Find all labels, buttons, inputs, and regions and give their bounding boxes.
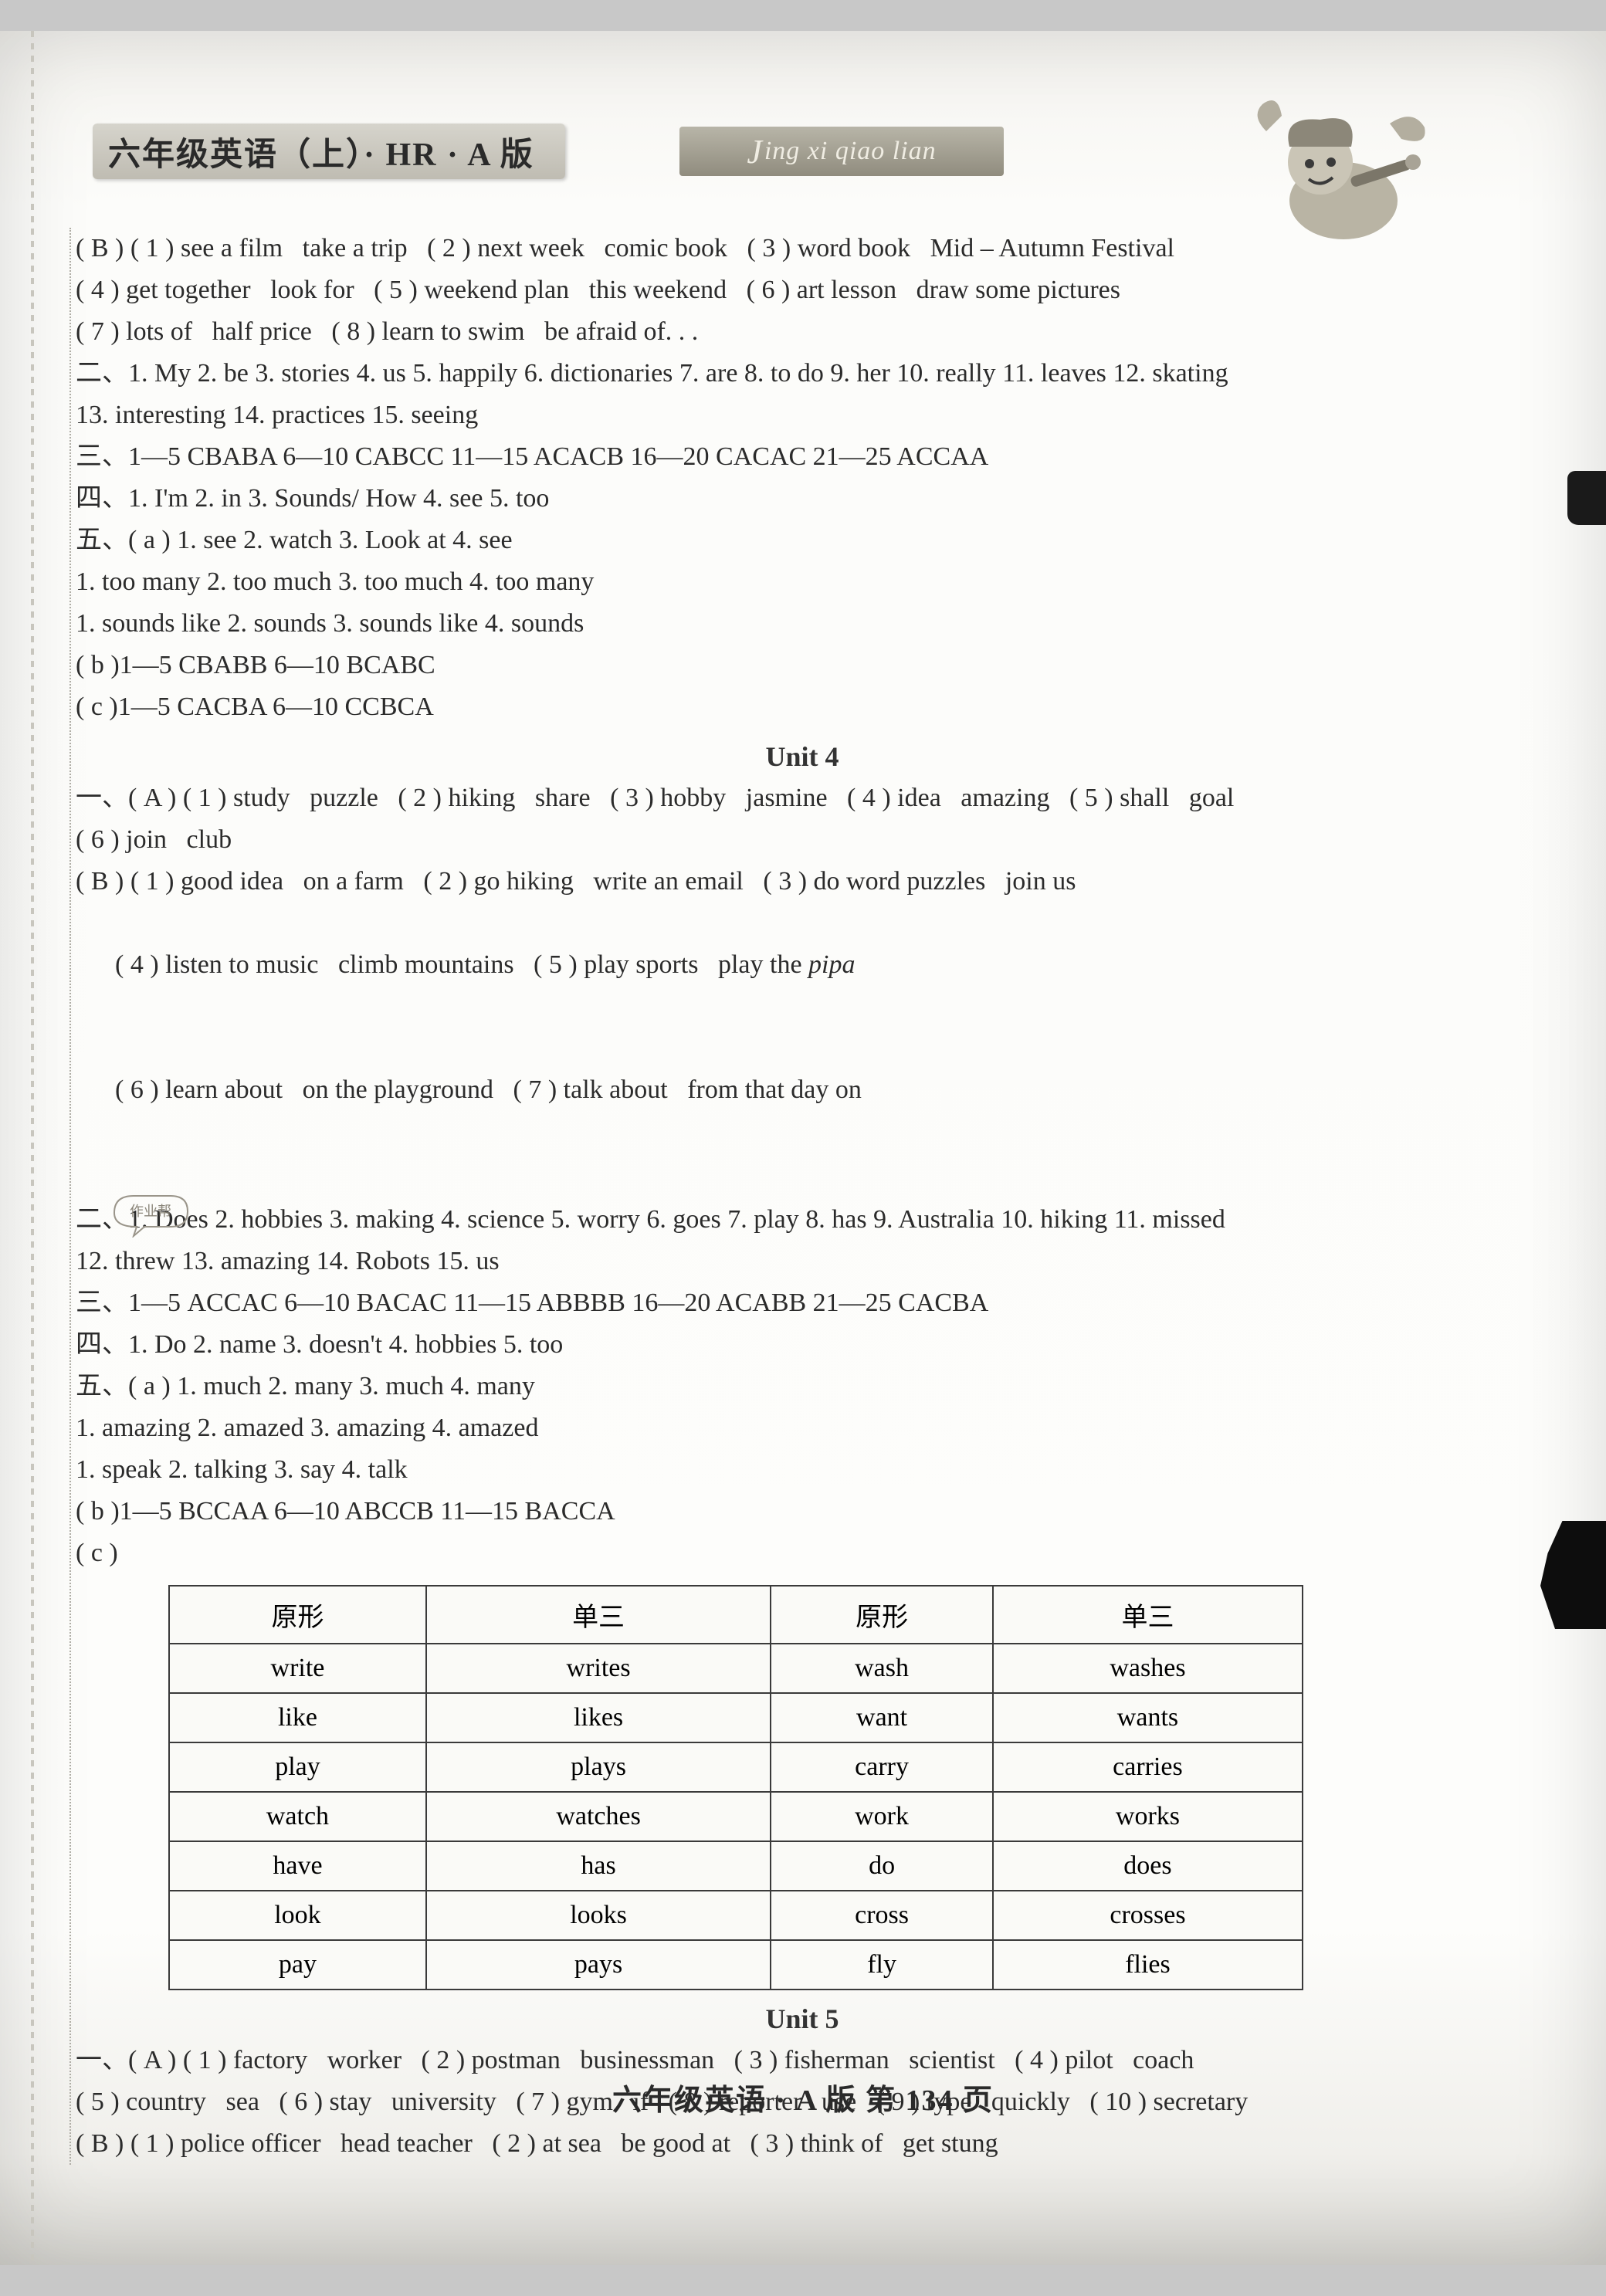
answer-line: ( c )1—5 CACBA 6—10 CCBCA <box>76 686 1529 728</box>
table-row: pay pays fly flies <box>169 1940 1303 1990</box>
answer-line: ( B ) ( 1 ) police officer head teacher … <box>76 2123 1529 2165</box>
cell: have <box>169 1841 426 1891</box>
cell: pays <box>426 1940 771 1990</box>
answer-line: ( b )1—5 BCCAA 6—10 ABCCB 11—15 BACCA <box>76 1491 1529 1532</box>
cell: look <box>169 1891 426 1940</box>
answer-line: 四、1. Do 2. name 3. doesn't 4. hobbies 5.… <box>76 1324 1529 1366</box>
answer-line: 13. interesting 14. practices 15. seeing <box>76 395 1529 436</box>
cell: like <box>169 1693 426 1742</box>
cell: has <box>426 1841 771 1891</box>
cell: wants <box>993 1693 1303 1742</box>
answer-line: 1. sounds like 2. sounds 3. sounds like … <box>76 603 1529 645</box>
cell: pay <box>169 1940 426 1990</box>
cell: crosses <box>993 1891 1303 1940</box>
answer-line: ( 6 ) learn about on the playground ( 7 … <box>76 1028 1529 1199</box>
mascot-illustration <box>1235 93 1436 247</box>
table-row: have has do does <box>169 1841 1303 1891</box>
answer-fragment: ( 4 ) listen to music climb mountains ( … <box>115 950 808 979</box>
cell: cross <box>771 1891 993 1940</box>
col-header: 单三 <box>993 1586 1303 1644</box>
cell: works <box>993 1792 1303 1841</box>
cell: looks <box>426 1891 771 1940</box>
watermark-bubble-icon: 作业帮 <box>110 1108 195 1154</box>
banner-rest: ing xi qiao lian <box>764 137 937 166</box>
page: 六年级英语（上）· HR · A 版 Jing xi qiao lian ( B… <box>0 31 1606 2265</box>
col-header: 原形 <box>771 1586 993 1644</box>
cell: writes <box>426 1644 771 1693</box>
answer-line: 五、( a ) 1. see 2. watch 3. Look at 4. se… <box>76 520 1529 561</box>
cell: do <box>771 1841 993 1891</box>
content-column: ( B ) ( 1 ) see a film take a trip ( 2 )… <box>69 228 1529 2165</box>
unit-5-title: Unit 5 <box>76 2003 1529 2035</box>
scan-artifact-icon <box>1540 1521 1606 1629</box>
cell: plays <box>426 1742 771 1792</box>
cell: watch <box>169 1792 426 1841</box>
cell: work <box>771 1792 993 1841</box>
answer-line: ( b )1—5 CBABB 6—10 BCABC <box>76 645 1529 686</box>
cell: wash <box>771 1644 993 1693</box>
answer-line: ( B ) ( 1 ) good idea on a farm ( 2 ) go… <box>76 861 1529 902</box>
answer-line: ( c ) <box>76 1532 1529 1574</box>
answer-line: ( 4 ) get together look for ( 5 ) weeken… <box>76 269 1529 311</box>
answer-line: ( 4 ) listen to music climb mountains ( … <box>76 902 1529 1028</box>
banner-initial: J <box>747 132 763 171</box>
cell: want <box>771 1693 993 1742</box>
answer-line: 1. too many 2. too much 3. too much 4. t… <box>76 561 1529 603</box>
header-bar: 六年级英语（上）· HR · A 版 Jing xi qiao lian <box>93 124 1529 185</box>
unit-4-title: Unit 4 <box>76 740 1529 773</box>
answer-line: 二、1. My 2. be 3. stories 4. us 5. happil… <box>76 353 1529 395</box>
cell: write <box>169 1644 426 1693</box>
scan-artifact-icon <box>1567 471 1606 525</box>
answer-line: 四、1. I'm 2. in 3. Sounds/ How 4. see 5. … <box>76 478 1529 520</box>
answer-line: 1. speak 2. talking 3. say 4. talk <box>76 1449 1529 1491</box>
verb-forms-table: 原形 单三 原形 单三 write writes wash washes lik… <box>168 1585 1303 1990</box>
answer-line: 二、1. Does 2. hobbies 3. making 4. scienc… <box>76 1199 1529 1241</box>
cell: play <box>169 1742 426 1792</box>
table-row: like likes want wants <box>169 1693 1303 1742</box>
table-row: 原形 单三 原形 单三 <box>169 1586 1303 1644</box>
cell: fly <box>771 1940 993 1990</box>
col-header: 原形 <box>169 1586 426 1644</box>
table-row: play plays carry carries <box>169 1742 1303 1792</box>
cell: carry <box>771 1742 993 1792</box>
page-footer: 六年级英语 · A 版 第 134 页 <box>0 2076 1606 2118</box>
header-left-title: 六年级英语（上）· HR · A 版 <box>93 124 565 179</box>
cell: does <box>993 1841 1303 1891</box>
italic-word-pipa: pipa <box>808 950 855 979</box>
answer-line: 12. threw 13. amazing 14. Robots 15. us <box>76 1241 1529 1282</box>
svg-text:作业帮: 作业帮 <box>130 1204 171 1219</box>
answer-fragment: ( 6 ) learn about on the playground ( 7 … <box>115 1075 862 1104</box>
answer-line: 三、1—5 ACCAC 6—10 BACAC 11—15 ABBBB 16—20… <box>76 1282 1529 1324</box>
table-row: watch watches work works <box>169 1792 1303 1841</box>
answer-line: 一、( A ) ( 1 ) study puzzle ( 2 ) hiking … <box>76 777 1529 819</box>
answer-line: ( 6 ) join club <box>76 819 1529 861</box>
table-row: write writes wash washes <box>169 1644 1303 1693</box>
answer-line: 一、( A ) ( 1 ) factory worker ( 2 ) postm… <box>76 2040 1529 2081</box>
table-row: look looks cross crosses <box>169 1891 1303 1940</box>
answer-line: 五、( a ) 1. much 2. many 3. much 4. many <box>76 1366 1529 1407</box>
col-header: 单三 <box>426 1586 771 1644</box>
answer-line: ( 7 ) lots of half price ( 8 ) learn to … <box>76 311 1529 353</box>
header-right-banner: Jing xi qiao lian <box>679 127 1004 176</box>
cell: likes <box>426 1693 771 1742</box>
cell: flies <box>993 1940 1303 1990</box>
answer-line: 三、1—5 CBABA 6—10 CABCC 11—15 ACACB 16—20… <box>76 436 1529 478</box>
answer-line: 1. amazing 2. amazed 3. amazing 4. amaze… <box>76 1407 1529 1449</box>
cell: watches <box>426 1792 771 1841</box>
cell: carries <box>993 1742 1303 1792</box>
cell: washes <box>993 1644 1303 1693</box>
